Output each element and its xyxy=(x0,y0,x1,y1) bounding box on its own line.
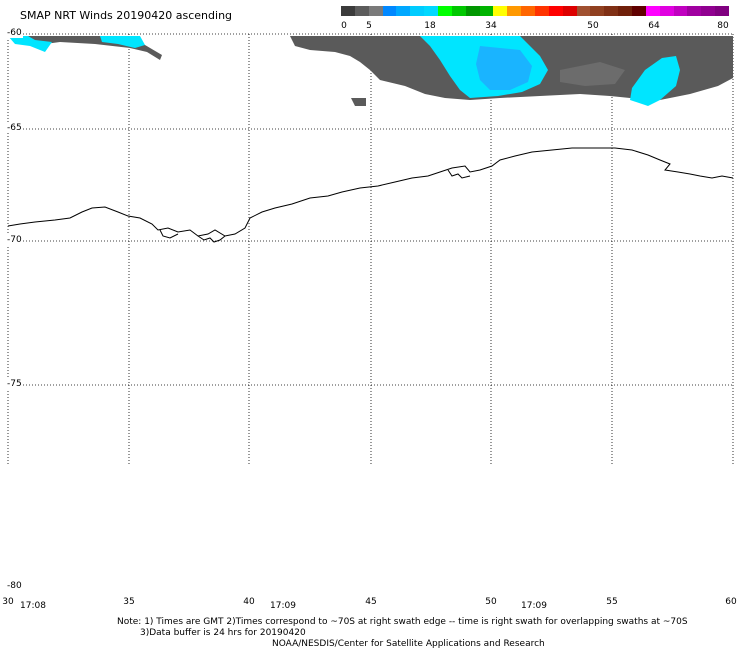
lat-label: -60 xyxy=(6,28,23,38)
wind-swath-left xyxy=(8,36,162,60)
colorbar-segment xyxy=(632,6,646,16)
coastline xyxy=(7,147,734,243)
lat-label: -80 xyxy=(6,581,23,591)
colorbar-segment xyxy=(576,6,591,16)
coastline-inlet xyxy=(447,169,471,179)
page-title: SMAP NRT Winds 20190420 ascending xyxy=(20,9,233,22)
swath-gray-region xyxy=(351,98,366,106)
colorbar-segment xyxy=(521,6,536,16)
colorbar-segment xyxy=(438,6,452,16)
lon-label: 50 xyxy=(485,597,497,607)
colorbar-segment xyxy=(562,6,577,16)
note-line-2: 3)Data buffer is 24 hrs for 20190420 xyxy=(140,628,306,638)
colorbar-segment xyxy=(451,6,466,16)
swath-time-label: 17:08 xyxy=(20,601,46,611)
lon-label: 60 xyxy=(725,597,737,607)
colorbar-label: 34 xyxy=(485,21,497,31)
colorbar-label: 18 xyxy=(424,21,436,31)
colorbar-label: 5 xyxy=(366,21,372,31)
lon-label: 35 xyxy=(123,597,135,607)
wind-speed-colorbar xyxy=(341,6,730,16)
swath-light-gray-region xyxy=(560,62,625,86)
colorbar-segment xyxy=(493,6,508,16)
colorbar-segment xyxy=(645,6,660,16)
colorbar-segment xyxy=(701,6,716,16)
wind-swath-right xyxy=(290,36,733,106)
coastline-inlet xyxy=(159,229,179,239)
colorbar-segment xyxy=(590,6,605,16)
lon-label: 55 xyxy=(606,597,618,607)
colorbar-segment xyxy=(687,6,702,16)
note-line-3: NOAA/NESDIS/Center for Satellite Applica… xyxy=(272,639,545,649)
colorbar-segment xyxy=(424,6,439,16)
colorbar-segment xyxy=(548,6,563,16)
colorbar-segment xyxy=(465,6,480,16)
lat-label: -75 xyxy=(6,379,23,389)
map-grid xyxy=(7,33,734,465)
antarctic-coastline xyxy=(7,147,734,237)
colorbar-label: 80 xyxy=(717,21,729,31)
swath-time-label: 17:09 xyxy=(521,601,547,611)
lon-label: 40 xyxy=(243,597,255,607)
lat-label: -70 xyxy=(6,235,23,245)
swath-cyan-region xyxy=(8,36,52,52)
colorbar-label: 64 xyxy=(648,21,660,31)
colorbar-label: 50 xyxy=(587,21,599,31)
swath-time-label: 17:09 xyxy=(270,601,296,611)
colorbar-segment xyxy=(715,6,730,16)
colorbar-segment xyxy=(535,6,549,16)
colorbar-segment xyxy=(396,6,411,16)
colorbar-segment xyxy=(341,6,355,16)
colorbar-label: 0 xyxy=(341,21,347,31)
colorbar-segment xyxy=(659,6,674,16)
colorbar-segment xyxy=(673,6,688,16)
note-line-1: Note: 1) Times are GMT 2)Times correspon… xyxy=(117,617,688,627)
colorbar-segment xyxy=(410,6,425,16)
colorbar-segment xyxy=(354,6,369,16)
colorbar-segment xyxy=(618,6,633,16)
colorbar-segment xyxy=(479,6,494,16)
colorbar-segment xyxy=(507,6,522,16)
coastline-inlet xyxy=(197,235,226,243)
lat-label: -65 xyxy=(6,123,23,133)
colorbar-segment xyxy=(382,6,397,16)
swath-cyan-region xyxy=(630,56,680,106)
swath-blue-region xyxy=(476,46,532,90)
colorbar-segment xyxy=(604,6,619,16)
lon-label: 30 xyxy=(2,597,14,607)
colorbar-segment xyxy=(368,6,383,16)
swath-cyan-region xyxy=(100,36,145,48)
lon-label: 45 xyxy=(365,597,377,607)
